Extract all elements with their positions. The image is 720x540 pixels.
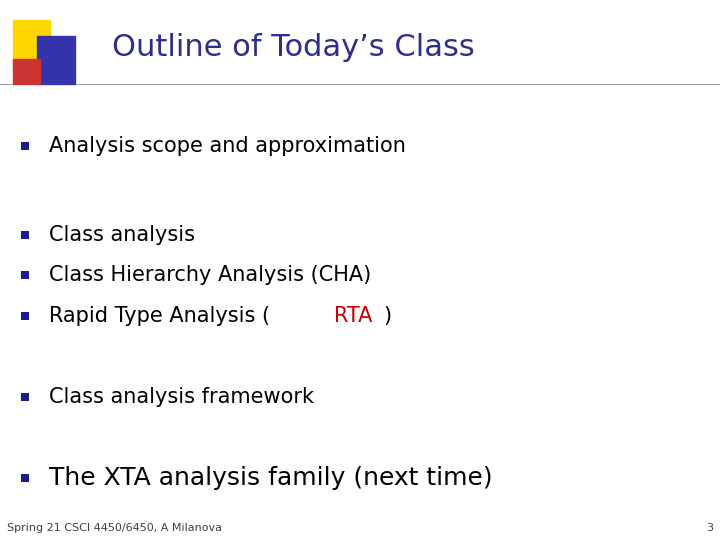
Bar — [13, 59, 40, 84]
Text: Class analysis: Class analysis — [49, 225, 195, 245]
Bar — [37, 36, 75, 84]
Bar — [13, 20, 50, 68]
Text: Rapid Type Analysis (: Rapid Type Analysis ( — [49, 306, 270, 326]
Text: Spring 21 CSCI 4450/6450, A Milanova: Spring 21 CSCI 4450/6450, A Milanova — [7, 523, 222, 533]
Text: Outline of Today’s Class: Outline of Today’s Class — [112, 33, 474, 62]
Text: ): ) — [384, 306, 392, 326]
Text: 3: 3 — [706, 523, 713, 533]
Text: RTA: RTA — [334, 306, 373, 326]
Text: Analysis scope and approximation: Analysis scope and approximation — [49, 136, 406, 156]
Text: The XTA analysis family (next time): The XTA analysis family (next time) — [49, 466, 492, 490]
Text: Class analysis framework: Class analysis framework — [49, 387, 314, 407]
Text: Class Hierarchy Analysis (CHA): Class Hierarchy Analysis (CHA) — [49, 265, 372, 286]
